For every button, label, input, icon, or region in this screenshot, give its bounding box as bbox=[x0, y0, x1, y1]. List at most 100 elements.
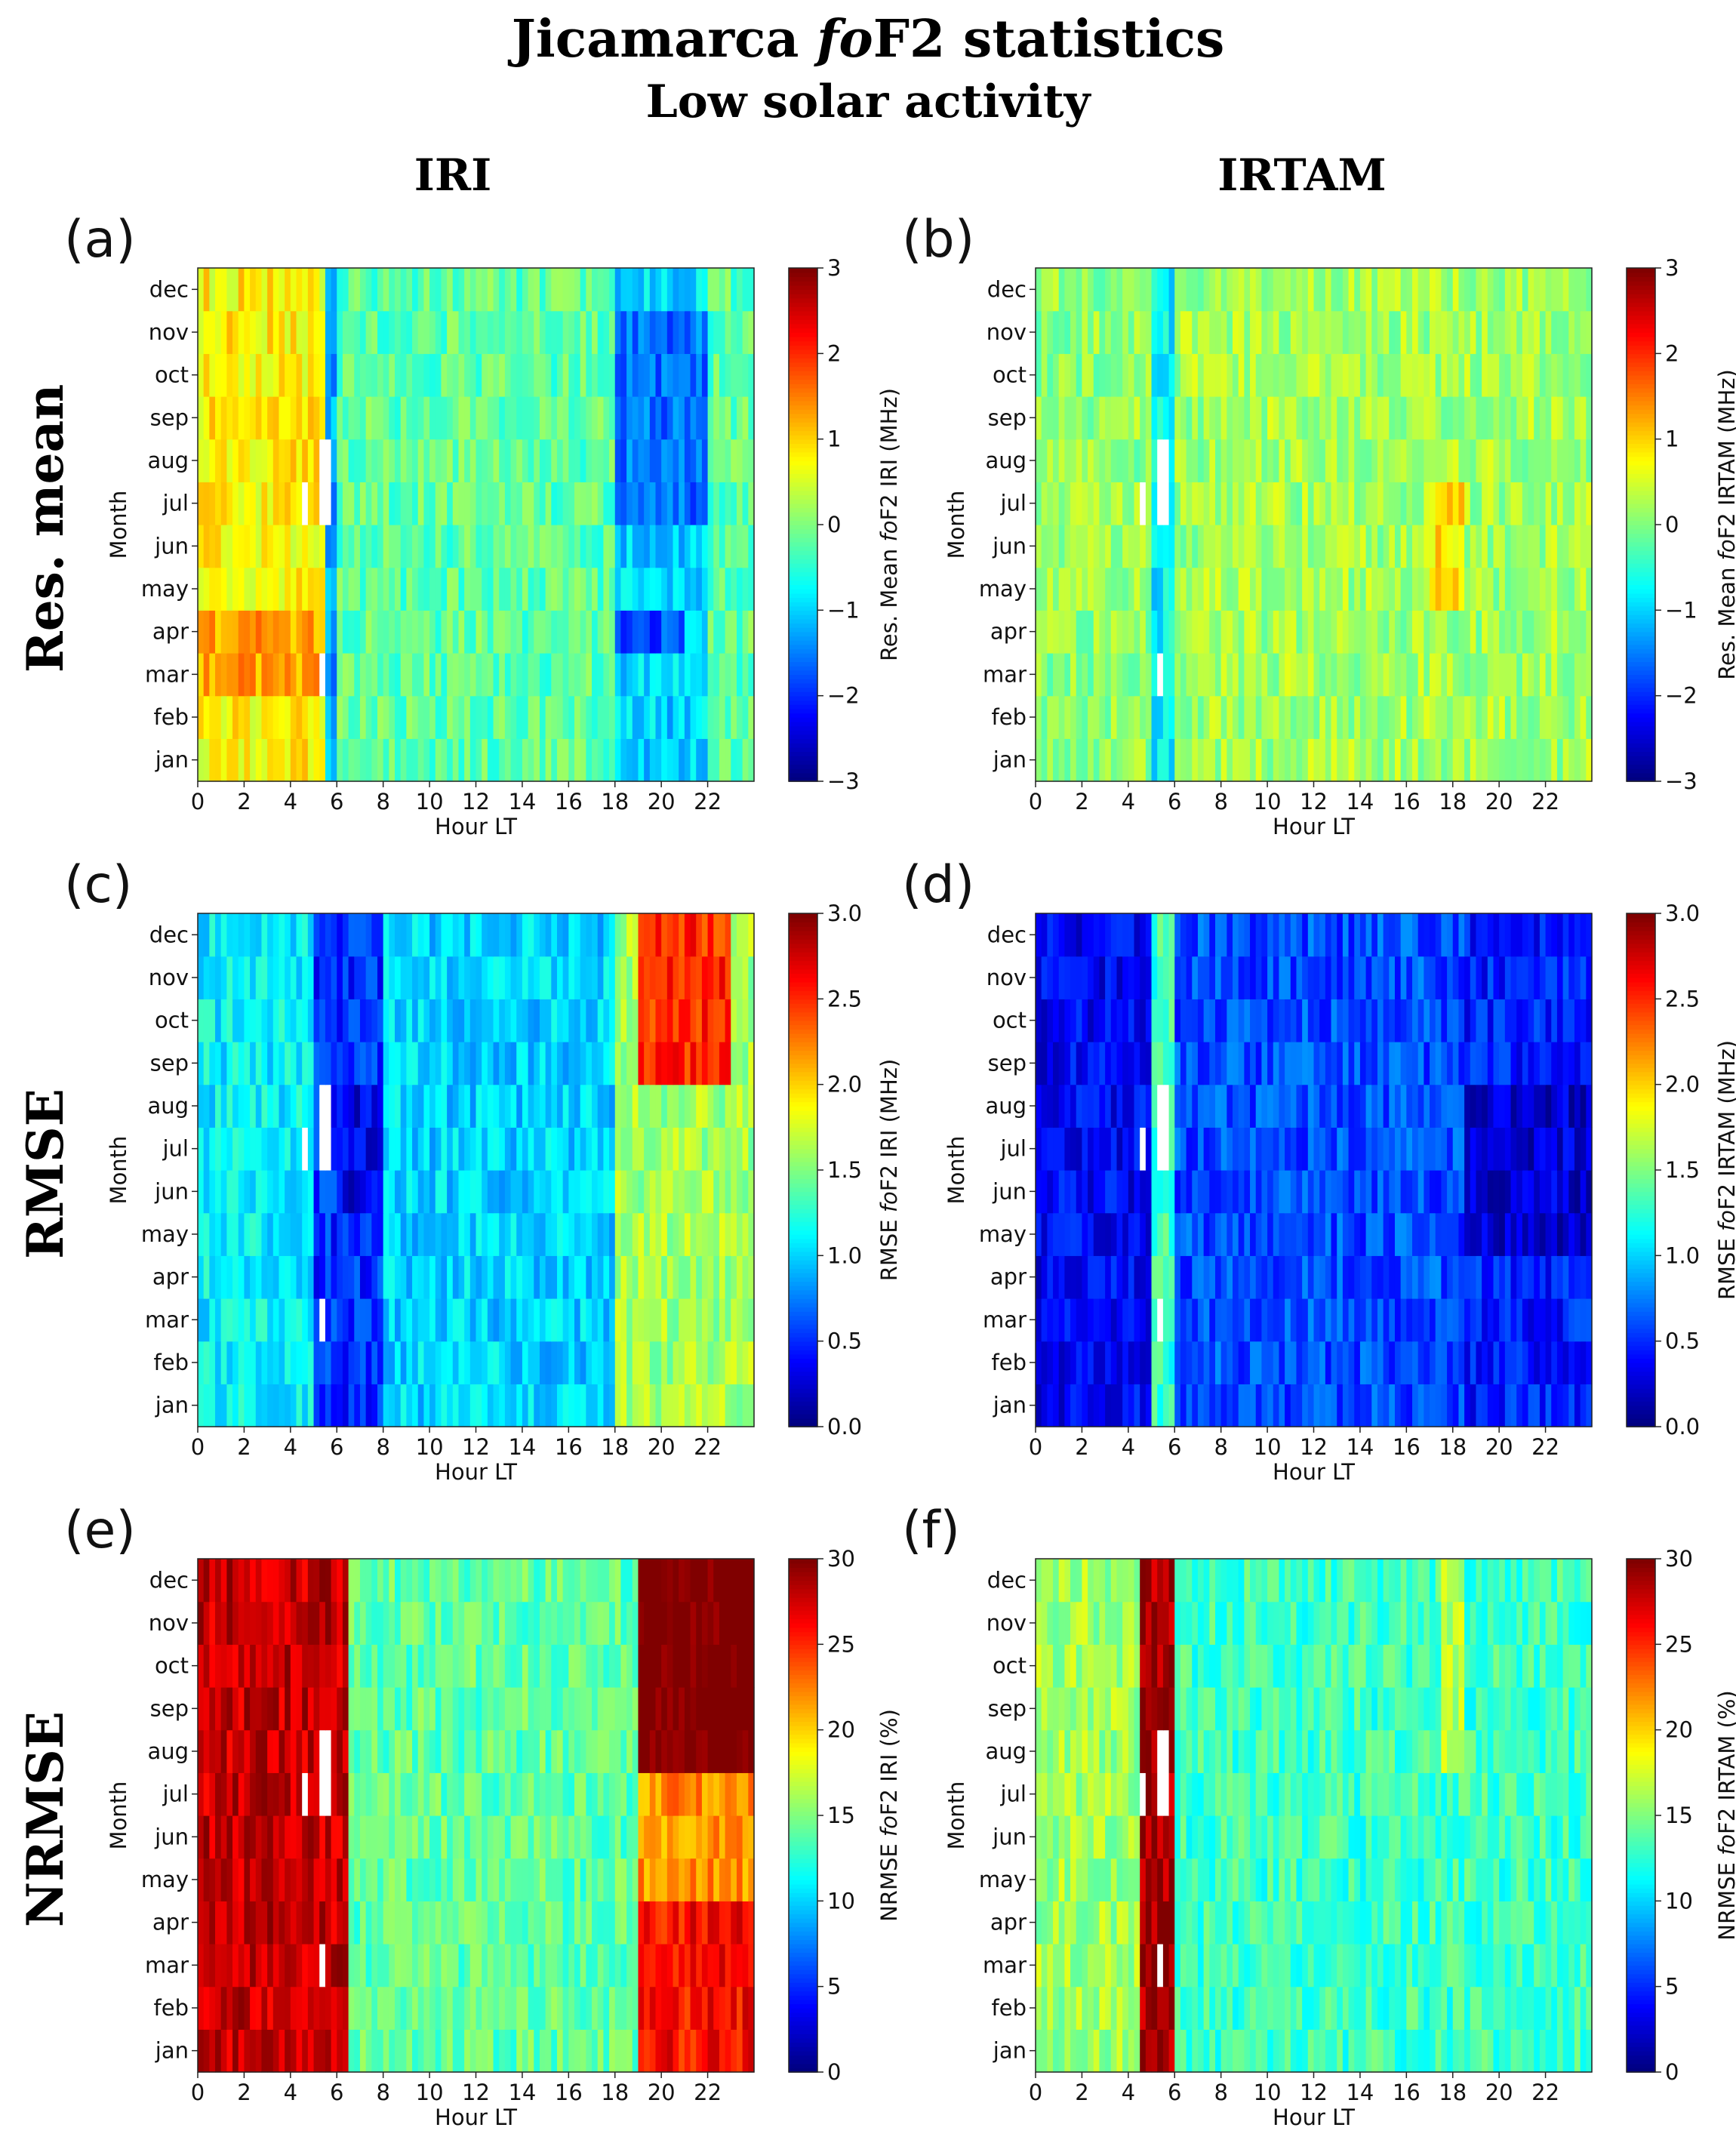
heatmap-cell bbox=[1377, 1384, 1384, 1427]
heatmap-cell bbox=[1267, 567, 1274, 611]
heatmap-cell bbox=[580, 956, 586, 999]
heatmap-cell bbox=[1255, 1255, 1263, 1299]
heatmap-cell bbox=[250, 268, 257, 312]
colorbar-step bbox=[1627, 503, 1655, 509]
heatmap-cell bbox=[1586, 439, 1593, 482]
heatmap-cell bbox=[1197, 1084, 1205, 1128]
heatmap-cell bbox=[272, 525, 280, 568]
colorbar-step bbox=[1627, 756, 1655, 761]
heatmap-cell bbox=[1192, 268, 1199, 312]
heatmap-cell bbox=[1354, 268, 1361, 312]
heatmap-cell bbox=[307, 1298, 315, 1342]
colorbar-step bbox=[1627, 409, 1655, 414]
heatmap-cell bbox=[638, 396, 645, 440]
heatmap-cell bbox=[296, 1384, 303, 1427]
heatmap-cell bbox=[1412, 1255, 1419, 1299]
heatmap-cell bbox=[1470, 738, 1477, 782]
heatmap-cell bbox=[1342, 353, 1350, 397]
x-tick-label: 0 bbox=[191, 789, 205, 814]
heatmap-cell bbox=[707, 1084, 714, 1128]
colorbar-step bbox=[789, 597, 817, 602]
heatmap-cell bbox=[1255, 695, 1263, 739]
heatmap-cell bbox=[1377, 1127, 1384, 1171]
heatmap-cell bbox=[441, 1212, 448, 1256]
heatmap-cell bbox=[1290, 567, 1297, 611]
heatmap-cell bbox=[1296, 268, 1303, 312]
heatmap-cell bbox=[1574, 268, 1581, 312]
heatmap-cell bbox=[1504, 1042, 1512, 1085]
x-tick-label: 2 bbox=[237, 789, 251, 814]
heatmap-cell bbox=[1093, 610, 1100, 654]
heatmap-cell bbox=[603, 1298, 610, 1342]
heatmap-cell bbox=[626, 956, 633, 999]
heatmap-cell bbox=[325, 1255, 332, 1299]
heatmap-cell bbox=[279, 1042, 285, 1085]
heatmap-cell bbox=[1116, 353, 1123, 397]
heatmap-cell bbox=[261, 1255, 268, 1299]
heatmap-cell bbox=[1476, 653, 1482, 697]
heatmap-cell bbox=[1047, 610, 1054, 654]
heatmap-cell bbox=[348, 482, 355, 525]
heatmap-cell bbox=[1510, 268, 1517, 312]
heatmap-cell bbox=[423, 999, 430, 1042]
heatmap-cell bbox=[1313, 482, 1320, 525]
heatmap-cell bbox=[1157, 1298, 1164, 1342]
heatmap-cell bbox=[1186, 1084, 1193, 1128]
heatmap-cell bbox=[666, 1084, 674, 1128]
heatmap-cell bbox=[272, 482, 280, 525]
colorbar-step bbox=[1627, 494, 1655, 500]
heatmap-cell bbox=[1510, 396, 1517, 440]
heatmap-cell bbox=[215, 1170, 222, 1214]
heatmap-cell bbox=[1365, 1255, 1372, 1299]
heatmap-cell bbox=[1337, 1255, 1344, 1299]
heatmap-cell bbox=[290, 610, 297, 654]
heatmap-cell bbox=[1447, 396, 1454, 440]
heatmap-cell bbox=[469, 1298, 477, 1342]
heatmap-cell bbox=[238, 1127, 245, 1171]
heatmap-cell bbox=[742, 738, 749, 782]
heatmap-cell bbox=[1389, 1127, 1396, 1171]
heatmap-cell bbox=[736, 1255, 743, 1299]
heatmap-cell bbox=[1244, 1127, 1251, 1171]
heatmap-cell bbox=[296, 1084, 303, 1128]
colorbar-step bbox=[1627, 374, 1655, 380]
heatmap-cell bbox=[476, 1084, 482, 1128]
colorbar-step bbox=[789, 379, 817, 384]
heatmap-cell bbox=[1076, 1042, 1083, 1085]
heatmap-cell bbox=[285, 525, 291, 568]
heatmap-cell bbox=[406, 738, 413, 782]
heatmap-cell bbox=[638, 1170, 645, 1214]
heatmap-cell bbox=[1145, 999, 1153, 1042]
heatmap-cell bbox=[441, 999, 448, 1042]
heatmap-cell bbox=[1088, 1384, 1094, 1427]
heatmap-cell bbox=[1470, 353, 1477, 397]
heatmap-cell bbox=[1058, 1084, 1065, 1128]
heatmap-cell bbox=[1250, 439, 1257, 482]
heatmap-cell bbox=[1192, 695, 1199, 739]
heatmap-cell bbox=[1180, 1212, 1187, 1256]
y-tick-label: aug bbox=[147, 448, 189, 473]
heatmap-cell bbox=[226, 1255, 233, 1299]
heatmap-cell bbox=[1556, 268, 1564, 312]
heatmap-cell bbox=[1151, 310, 1158, 354]
heatmap-cell bbox=[1319, 1084, 1326, 1128]
heatmap-cell bbox=[1568, 310, 1575, 354]
heatmap-cell bbox=[469, 268, 477, 312]
heatmap-cell bbox=[632, 1384, 639, 1427]
heatmap-cell bbox=[232, 396, 239, 440]
heatmap-cell bbox=[302, 396, 309, 440]
heatmap-cell bbox=[272, 1341, 280, 1384]
heatmap-cell bbox=[1244, 1255, 1251, 1299]
heatmap-cell bbox=[458, 999, 465, 1042]
heatmap-cell bbox=[1313, 439, 1320, 482]
heatmap-cell bbox=[673, 695, 679, 739]
heatmap-cell bbox=[1499, 1170, 1506, 1214]
figure-title: Jicamarca foF2 statistics bbox=[511, 9, 1225, 69]
heatmap-cell bbox=[1406, 695, 1413, 739]
heatmap-cell bbox=[725, 1170, 731, 1214]
heatmap-cell bbox=[551, 1341, 558, 1384]
heatmap-cell bbox=[562, 956, 569, 999]
heatmap-cell bbox=[1348, 610, 1355, 654]
heatmap-cell bbox=[1365, 1212, 1372, 1256]
heatmap-cell bbox=[620, 439, 627, 482]
